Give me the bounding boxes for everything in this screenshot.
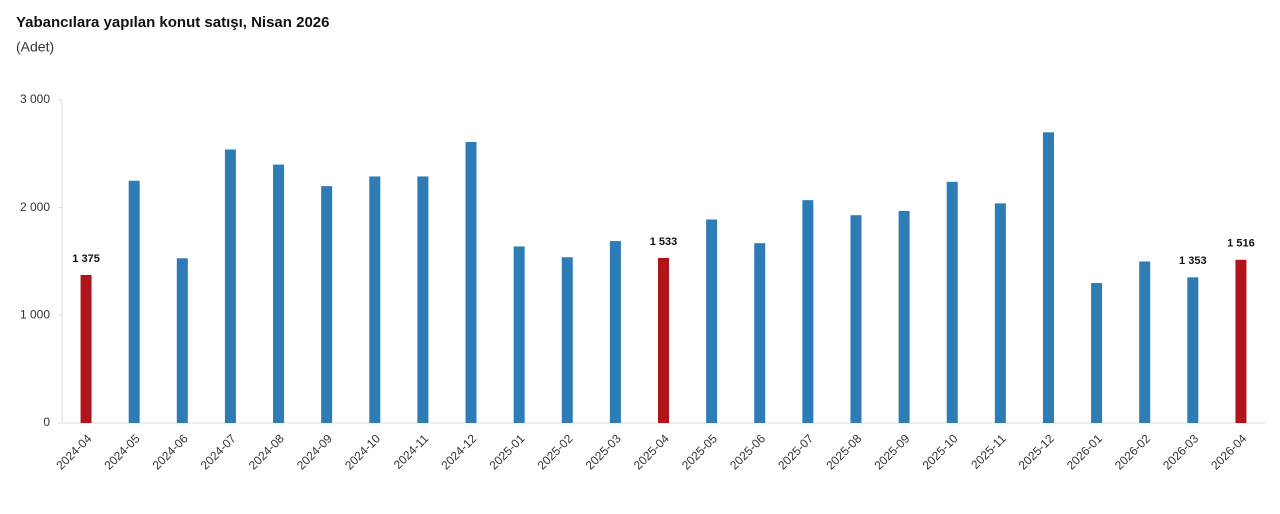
bar: [898, 210, 910, 423]
x-tick-label: 2025-11: [968, 431, 1009, 472]
x-tick-label: 2025-12: [1016, 431, 1057, 472]
bar: [994, 203, 1006, 423]
x-tick-label: 2025-01: [486, 431, 527, 472]
bar: [321, 186, 333, 423]
bar: [80, 274, 92, 423]
x-tick-label: 2025-02: [535, 431, 576, 472]
bar: [417, 176, 429, 423]
x-tick-label: 2024-12: [438, 431, 479, 472]
x-tick-label: 2024-05: [101, 431, 142, 472]
x-tick-label: 2025-08: [823, 431, 864, 472]
bar: [369, 176, 381, 423]
bar: [465, 141, 477, 424]
y-tick-label: 1 000: [20, 308, 50, 322]
x-tick-label: 2026-02: [1112, 431, 1153, 472]
x-tick-label: 2025-06: [727, 431, 768, 472]
bar: [1187, 277, 1199, 423]
x-tick-label: 2025-09: [871, 431, 912, 472]
value-label: 1 516: [1227, 238, 1255, 250]
x-tick-label: 2026-04: [1208, 431, 1249, 472]
bar: [946, 181, 958, 423]
x-tick-label: 2024-10: [342, 431, 383, 472]
bar: [273, 164, 285, 423]
x-tick-label: 2024-11: [391, 431, 432, 472]
bar: [802, 200, 814, 423]
bar: [513, 246, 525, 423]
bar: [1042, 132, 1054, 424]
y-tick-label: 3 000: [20, 92, 50, 106]
chart-title: Yabancılara yapılan konut satışı, Nisan …: [16, 14, 329, 31]
bar: [1091, 283, 1103, 423]
bar: [1235, 259, 1247, 423]
x-tick-label: 2025-04: [631, 431, 672, 472]
bar: [754, 243, 766, 423]
x-tick-label: 2025-05: [679, 431, 720, 472]
y-tick-label: 2 000: [20, 200, 50, 214]
x-tick-label: 2025-10: [920, 431, 961, 472]
chart-subtitle: (Adet): [16, 39, 54, 55]
bar: [128, 180, 140, 423]
x-tick-label: 2024-09: [294, 431, 335, 472]
value-label: 1 375: [72, 253, 100, 265]
x-tick-label: 2025-07: [775, 431, 816, 472]
bar: [706, 219, 718, 423]
bar: [658, 257, 669, 423]
x-tick-label: 2026-03: [1160, 431, 1201, 472]
value-label: 1 353: [1179, 255, 1207, 267]
bar: [176, 258, 188, 423]
x-tick-label: 2024-08: [246, 431, 287, 472]
bar: [1139, 261, 1151, 423]
x-tick-label: 2024-06: [150, 431, 191, 472]
bar: [609, 241, 621, 423]
x-tick-label: 2026-01: [1064, 431, 1105, 472]
y-tick-label: 0: [43, 415, 50, 429]
value-label: 1 533: [650, 236, 678, 248]
x-tick-label: 2025-03: [583, 431, 624, 472]
bar: [224, 149, 236, 423]
bar: [561, 257, 573, 423]
x-tick-label: 2024-07: [198, 431, 239, 472]
x-tick-label: 2024-04: [53, 431, 94, 472]
bar: [850, 215, 862, 423]
